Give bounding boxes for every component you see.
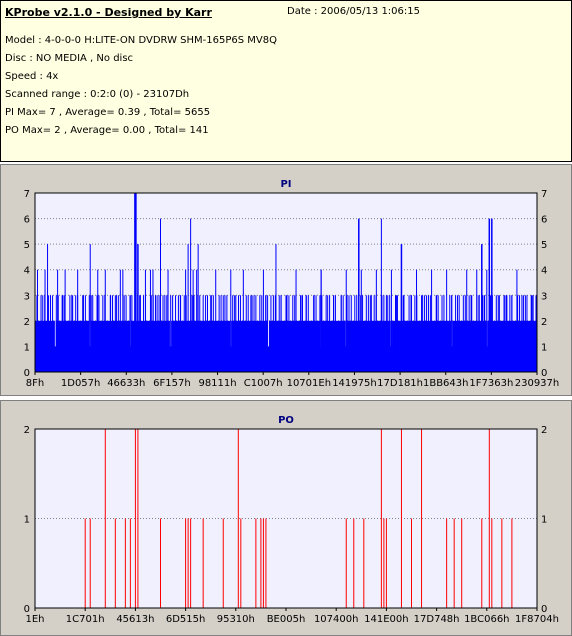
pi-ytick-left: 0	[24, 368, 30, 379]
pi-ytick-right: 5	[541, 240, 547, 251]
pi-xtick-label: 8Fh	[26, 378, 44, 389]
pi-ytick-right: 4	[541, 266, 547, 277]
po-title: PO	[278, 415, 294, 426]
pi-ytick-left: 3	[24, 291, 30, 302]
po-xtick-label: 17D748h	[414, 614, 460, 625]
pi-xtick-label: 10701Eh	[287, 378, 331, 389]
disc-line: Disc : NO MEDIA , No disc	[5, 53, 134, 64]
po-chart: PO 0 0 1 1 2 2 1Eh 1C701h 45613h 6D515h 95310h BE005…	[24, 415, 559, 625]
pi-xtick-label: 6F157h	[153, 378, 191, 389]
pi-plot-border	[34, 192, 538, 373]
range-line: Scanned range : 0:2:0 (0) - 23107Dh	[5, 89, 190, 100]
info-header: KProbe v2.1.0 - Designed by Karr Date : …	[0, 0, 572, 162]
pi-xtick-label: 98111h	[198, 378, 236, 389]
model-line: Model : 4-0-0-0 H:LITE-ON DVDRW SHM-165P…	[5, 35, 277, 46]
po-ytick-left: 0	[24, 604, 30, 615]
po-chart-panel: PO 0 0 1 1 2 2 1Eh 1C701h 45613h 6D515h 95310h BE005…	[0, 400, 572, 636]
pi-xtick-label: 141975h	[332, 378, 377, 389]
po-ytick-right: 2	[541, 425, 547, 436]
po-xtick-label: 1F8704h	[515, 614, 559, 625]
po-plot-border	[34, 428, 538, 609]
pi-ytick-right: 3	[541, 291, 547, 302]
pi-xtick-label: 17D181h	[377, 378, 423, 389]
pi-ytick-right: 6	[541, 215, 547, 226]
pi-xtick-label: 46633h	[107, 378, 145, 389]
po-xtick-label: 1BC066h	[464, 614, 509, 625]
pi-ytick-left: 1	[24, 342, 30, 353]
po-xtick-label: 1C701h	[66, 614, 105, 625]
pi-ytick-right: 2	[541, 317, 547, 328]
po-xtick-label: 6D515h	[166, 614, 206, 625]
app-title: KProbe v2.1.0 - Designed by Karr	[5, 6, 212, 19]
po-ytick-left: 1	[24, 515, 30, 526]
pi-ytick-left: 2	[24, 317, 30, 328]
pi-ytick-left: 5	[24, 240, 30, 251]
po-ytick-right: 1	[541, 515, 547, 526]
po-summary-line: PO Max= 2 , Average= 0.00 , Total= 141	[5, 125, 209, 136]
pi-chart: PI 0 0 1 1 2 2 3 3 4 4 5 5 6 6 7 7 8Fh 1D057h 46633h 6F157h 9…	[24, 179, 560, 389]
po-plot-area	[35, 429, 537, 608]
pi-xtick-label: 1F7363h	[469, 378, 513, 389]
po-ytick-left: 2	[24, 425, 30, 436]
pi-xtick-label: 1BB643h	[423, 378, 469, 389]
po-xtick-label: 1Eh	[25, 614, 44, 625]
po-xtick-label: 107400h	[314, 614, 359, 625]
pi-chart-panel: PI 0 0 1 1 2 2 3 3 4 4 5 5 6 6 7 7 8Fh 1D057h 46633h 6F157h 9…	[0, 164, 572, 396]
pi-xtick-label: 1D057h	[61, 378, 101, 389]
pi-ytick-right: 0	[541, 368, 547, 379]
pi-title: PI	[280, 179, 291, 190]
pi-summary-line: PI Max= 7 , Average= 0.39 , Total= 5655	[5, 107, 211, 118]
pi-ytick-right: 7	[541, 189, 547, 200]
speed-line: Speed : 4x	[5, 71, 59, 82]
po-xtick-label: 95310h	[217, 614, 255, 625]
pi-xtick-label: C1007h	[244, 378, 283, 389]
pi-ytick-left: 7	[24, 189, 30, 200]
po-ytick-right: 0	[541, 604, 547, 615]
po-xtick-label: 141E00h	[364, 614, 408, 625]
pi-ytick-right: 1	[541, 342, 547, 353]
po-xtick-label: BE005h	[267, 614, 306, 625]
po-xtick-label: 45613h	[116, 614, 154, 625]
pi-ytick-left: 6	[24, 215, 30, 226]
pi-xtick-label: 230937h	[515, 378, 560, 389]
scan-date: Date : 2006/05/13 1:06:15	[287, 6, 420, 17]
pi-ytick-left: 4	[24, 266, 30, 277]
